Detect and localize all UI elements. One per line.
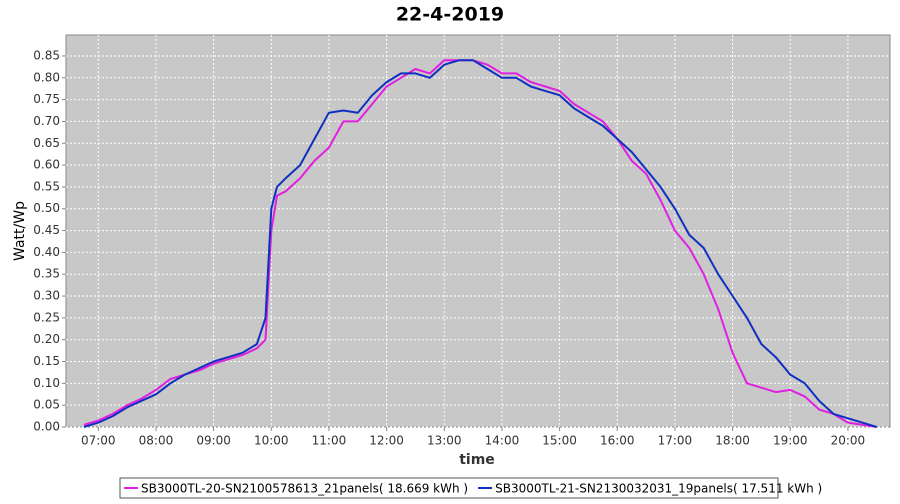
series-line — [83, 59, 877, 428]
y-tick-label: 0.40 — [33, 245, 60, 259]
y-tick-label: 0.55 — [33, 179, 60, 193]
x-tick-label: 07:00 — [81, 434, 116, 448]
chart-title: 22-4-2019 — [396, 4, 504, 26]
y-tick-label: 0.70 — [33, 114, 60, 128]
x-tick-label: 13:00 — [427, 434, 462, 448]
y-tick-label: 0.75 — [33, 92, 60, 106]
legend — [119, 477, 779, 499]
x-axis-label: time — [459, 452, 495, 468]
y-tick-label: 0.10 — [33, 376, 60, 390]
y-tick-label: 0.15 — [33, 354, 60, 368]
x-tick-label: 08:00 — [139, 434, 174, 448]
x-tick-label: 20:00 — [831, 434, 866, 448]
legend-label: SB3000TL-21-SN2130032031_19panels( 17.51… — [495, 482, 822, 496]
y-tick-label: 0.35 — [33, 267, 60, 281]
y-tick-label: 0.05 — [33, 398, 60, 412]
y-tick-label: 0.65 — [33, 136, 60, 150]
legend-label: SB3000TL-20-SN2100578613_21panels( 18.66… — [141, 482, 468, 496]
x-tick-label: 16:00 — [600, 434, 635, 448]
y-tick-label: 0.25 — [33, 310, 60, 324]
x-tick-label: 12:00 — [369, 434, 404, 448]
x-tick-label: 09:00 — [196, 434, 231, 448]
y-tick-label: 0.85 — [33, 48, 60, 62]
y-tick-label: 0.50 — [33, 201, 60, 215]
x-tick-label: 11:00 — [312, 434, 347, 448]
y-tick-label: 0.60 — [33, 158, 60, 172]
y-tick-label: 0.30 — [33, 289, 60, 303]
x-tick-label: 19:00 — [773, 434, 808, 448]
x-tick-label: 18:00 — [715, 434, 750, 448]
y-tick-label: 0.45 — [33, 223, 60, 237]
y-axis-label: Watt/Wp — [12, 201, 28, 261]
y-tick-label: 0.00 — [33, 420, 60, 434]
x-tick-label: 17:00 — [658, 434, 693, 448]
x-tick-label: 10:00 — [254, 434, 289, 448]
x-tick-label: 14:00 — [485, 434, 520, 448]
y-tick-label: 0.20 — [33, 332, 60, 346]
y-tick-label: 0.80 — [33, 70, 60, 84]
x-tick-label: 15:00 — [542, 434, 577, 448]
